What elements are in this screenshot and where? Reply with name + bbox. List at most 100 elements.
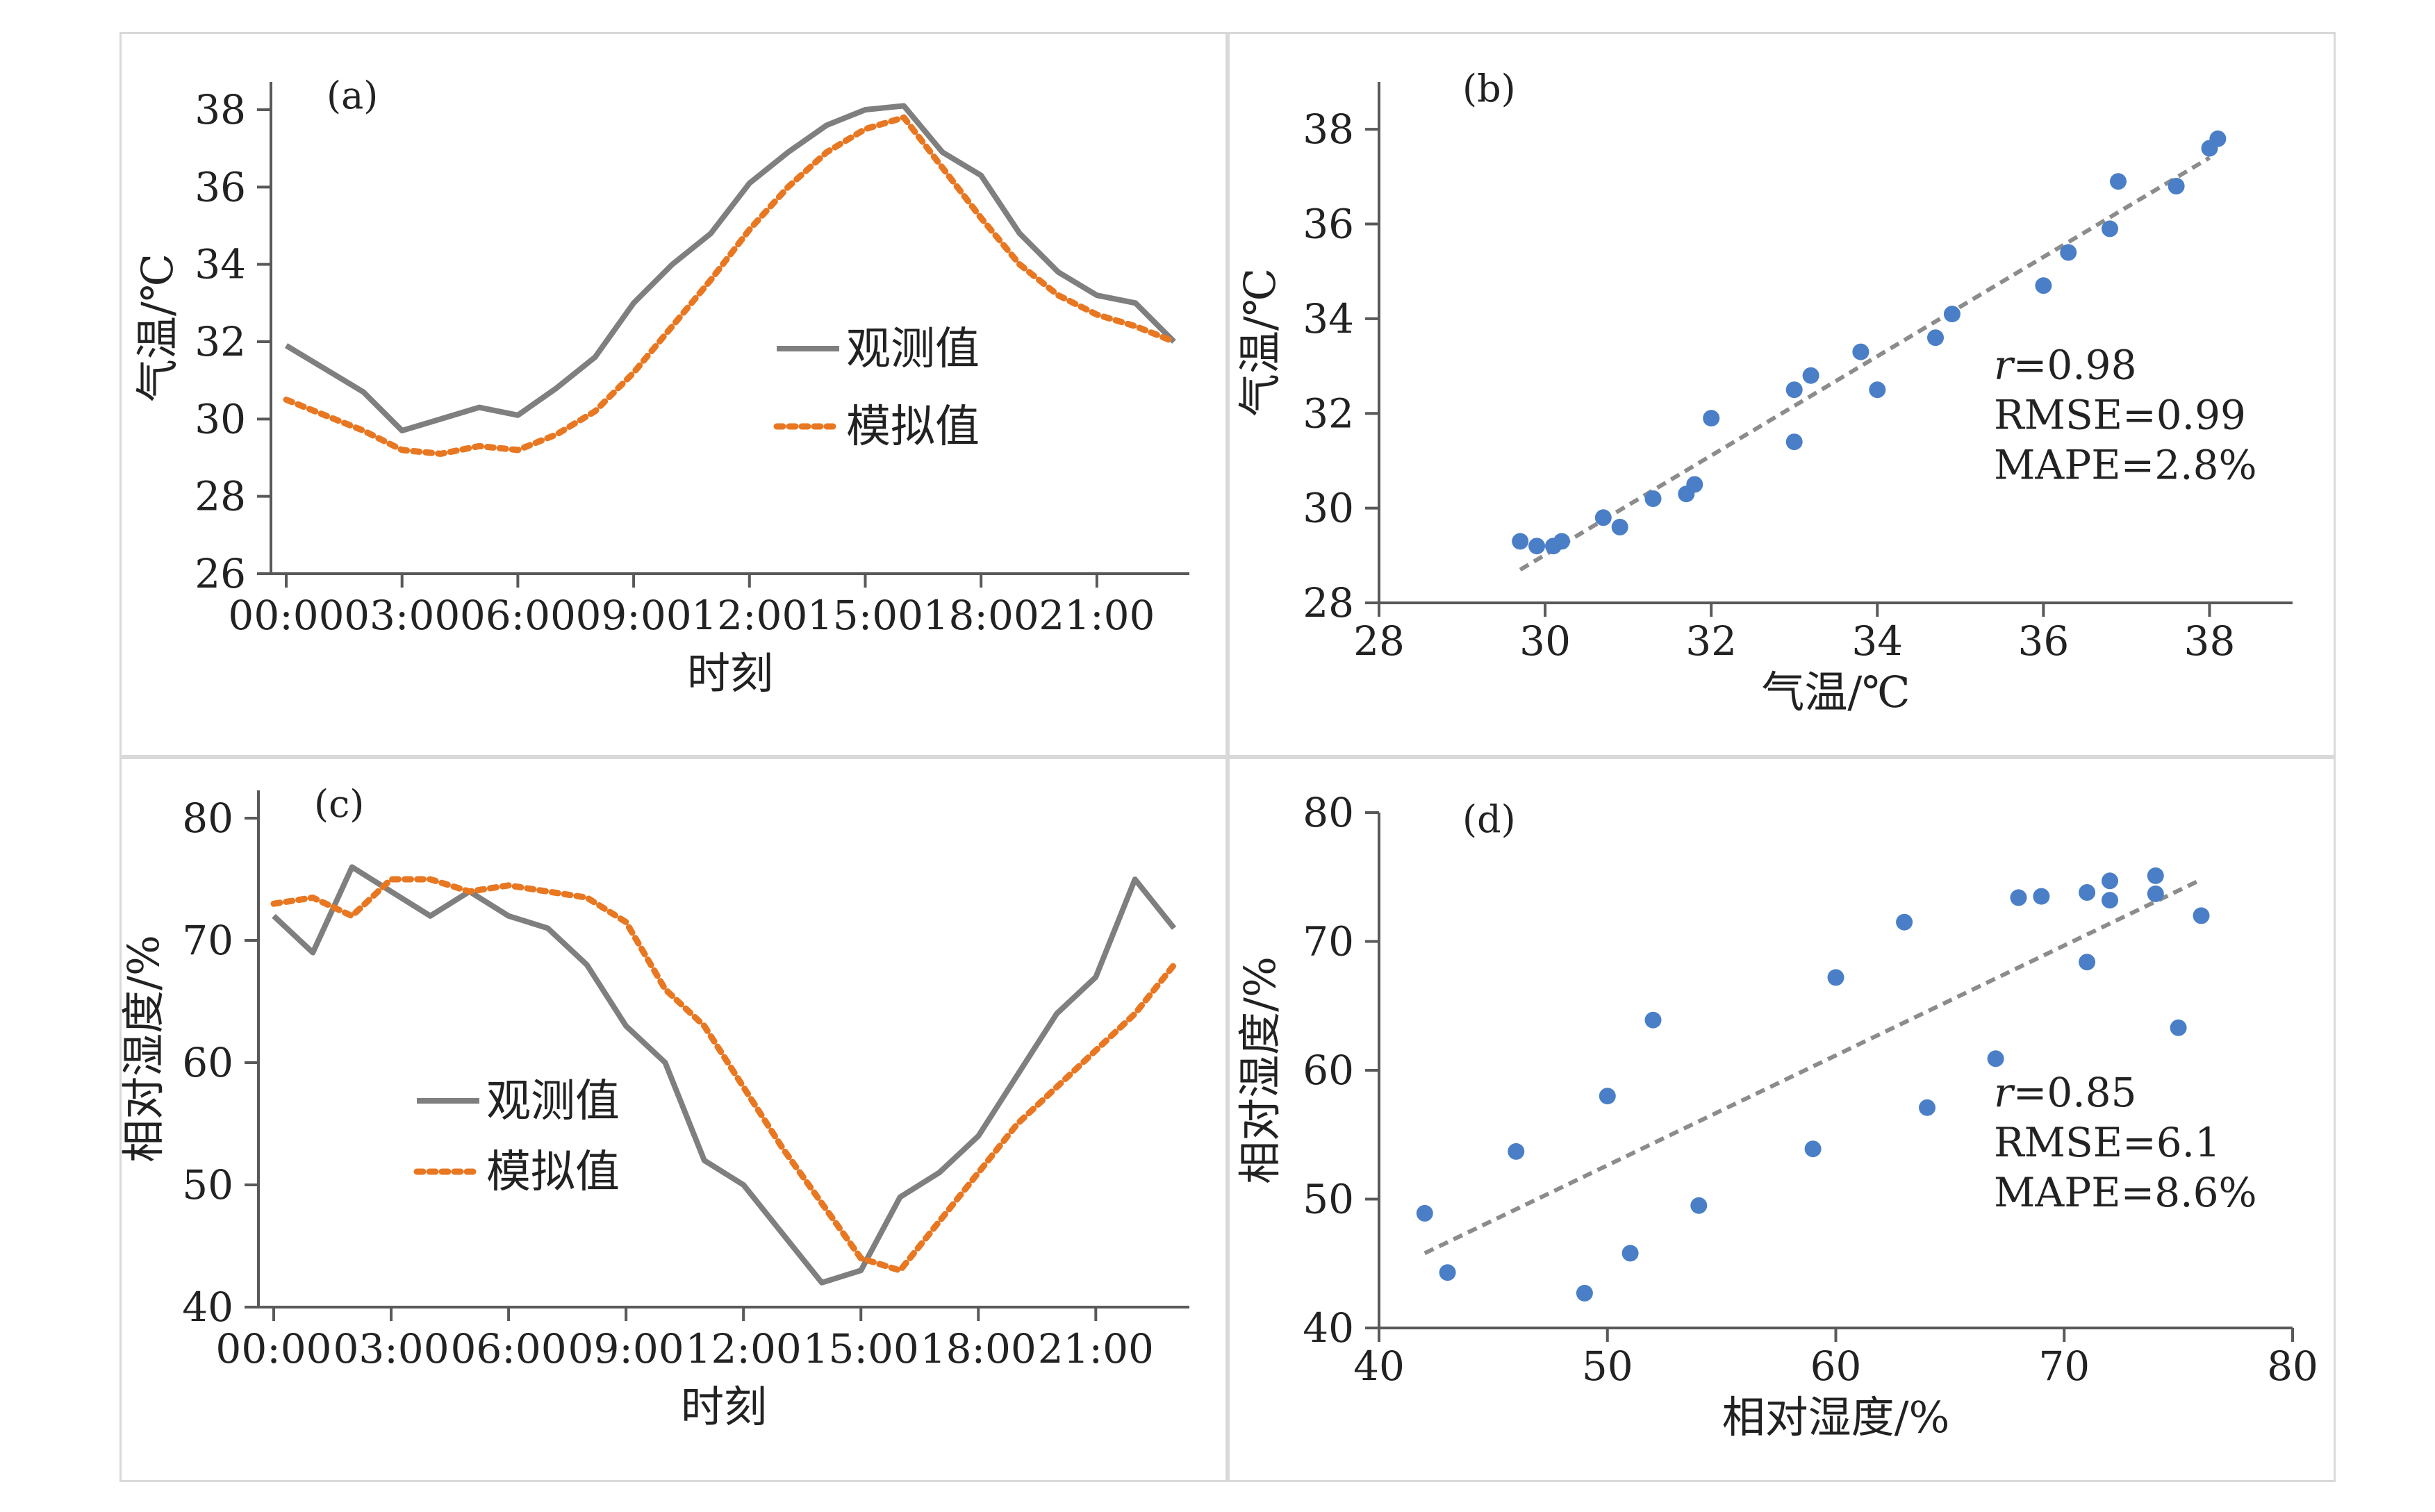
y-axis-title: 相对湿度/% (1235, 956, 1285, 1184)
y-tick-label: 36 (195, 163, 246, 210)
x-tick-label: 80 (2267, 1343, 2318, 1390)
y-tick-label: 50 (1303, 1176, 1354, 1223)
scatter-point (2102, 892, 2118, 909)
scatter-point (1802, 367, 1819, 384)
panel-tag: (d) (1462, 797, 1516, 841)
legend-label: 模拟值 (486, 1147, 620, 1198)
x-tick-label: 34 (1851, 617, 1903, 665)
scatter-point (2102, 220, 2118, 238)
scatter-point (1528, 538, 1546, 555)
y-tick-label: 60 (1303, 1047, 1354, 1094)
x-tick-label: 18:00 (921, 1325, 1037, 1372)
y-tick-label: 32 (1303, 390, 1354, 437)
y-tick-label: 30 (1303, 485, 1354, 532)
legend-label: 模拟值 (846, 401, 980, 453)
scatter-point (2060, 244, 2077, 261)
y-tick-label: 38 (1303, 106, 1354, 153)
scatter-point (1690, 1197, 1708, 1214)
y-tick-label: 38 (195, 86, 246, 133)
scatter-point (2110, 173, 2127, 190)
scatter-point (1594, 509, 1612, 526)
scatter-point (1785, 381, 1803, 399)
scatter-point (2079, 954, 2096, 971)
scatter-point (1987, 1050, 2004, 1067)
y-axis-title: 相对湿度/% (118, 935, 169, 1163)
scatter-point (1621, 1245, 1639, 1262)
y-tick-label: 40 (182, 1283, 233, 1331)
y-tick-label: 80 (182, 795, 233, 842)
y-tick-label: 40 (1303, 1304, 1354, 1352)
panel-b (1228, 32, 2336, 757)
scatter-point (2209, 130, 2227, 147)
x-tick-label: 00:00 (228, 592, 344, 639)
y-tick-label: 50 (182, 1161, 233, 1208)
scatter-point (1553, 533, 1570, 550)
x-tick-label: 15:00 (807, 592, 923, 639)
stat-label: MAPE=8.6% (1994, 1169, 2257, 1216)
scatter-point (1703, 410, 1720, 427)
y-tick-label: 30 (195, 395, 246, 442)
scatter-point (1644, 1011, 1662, 1029)
stat-label: r=0.98 (1994, 342, 2136, 389)
panel-tag: (b) (1462, 67, 1516, 110)
y-tick-label: 34 (195, 241, 246, 288)
stat-label: RMSE=6.1 (1994, 1119, 2220, 1166)
x-tick-label: 40 (1353, 1343, 1405, 1390)
y-tick-label: 60 (182, 1039, 233, 1086)
scatter-point (1508, 1143, 1525, 1160)
series-line-observed (272, 864, 1177, 1286)
stat-label: MAPE=2.8% (1994, 442, 2257, 489)
scatter-point (2170, 1019, 2187, 1036)
scatter-point (1686, 476, 1703, 493)
y-axis-title: 气温/℃ (132, 254, 183, 402)
scatter-point (2193, 907, 2210, 924)
scatter-point (1919, 1099, 1935, 1116)
legend-label: 观测值 (846, 324, 980, 375)
y-tick-label: 28 (195, 473, 246, 520)
y-tick-label: 26 (195, 550, 246, 597)
y-tick-label: 36 (1303, 201, 1354, 248)
scatter-point (1416, 1204, 1433, 1222)
x-tick-label: 09:00 (576, 592, 692, 639)
x-tick-label: 18:00 (923, 592, 1039, 639)
y-tick-label: 32 (195, 318, 246, 365)
scatter-point (2035, 277, 2052, 294)
scatter-point (1512, 533, 1529, 550)
scatter-point (1896, 913, 1913, 931)
y-tick-label: 34 (1303, 295, 1354, 342)
scatter-point (1785, 433, 1803, 451)
scatter-point (1943, 306, 1961, 323)
x-tick-label: 00:00 (215, 1325, 331, 1372)
x-tick-label: 60 (1810, 1343, 1862, 1390)
panel-a (119, 32, 1228, 757)
panel-tag: (c) (314, 782, 364, 826)
x-tick-label: 21:00 (1039, 592, 1155, 639)
x-tick-label: 12:00 (686, 1325, 802, 1372)
scatter-point (2147, 885, 2164, 902)
scatter-point (1869, 381, 1886, 399)
scatter-point (1611, 518, 1628, 535)
scatter-point (1439, 1264, 1456, 1281)
x-axis-title: 相对湿度/% (1722, 1392, 1950, 1443)
scatter-point (2147, 867, 2164, 884)
stat-label: r=0.85 (1994, 1069, 2136, 1116)
x-axis-title: 时刻 (681, 1381, 767, 1432)
x-tick-label: 38 (2184, 617, 2236, 665)
scatter-point (1644, 490, 1662, 507)
y-tick-label: 70 (182, 917, 233, 964)
x-tick-label: 32 (1685, 617, 1737, 665)
x-axis-title: 气温/℃ (1761, 667, 1910, 717)
x-tick-label: 09:00 (568, 1325, 684, 1372)
y-tick-label: 70 (1303, 918, 1354, 965)
y-axis-title: 气温/℃ (1235, 268, 1285, 417)
x-tick-label: 12:00 (691, 592, 807, 639)
x-tick-label: 50 (1582, 1343, 1633, 1390)
x-tick-label: 30 (1519, 617, 1571, 665)
scatter-point (2168, 178, 2185, 194)
scatter-point (1804, 1140, 1822, 1158)
x-tick-label: 15:00 (803, 1325, 919, 1372)
x-tick-label: 28 (1353, 617, 1405, 665)
x-axis-title: 时刻 (687, 648, 773, 699)
x-tick-label: 70 (2038, 1343, 2090, 1390)
